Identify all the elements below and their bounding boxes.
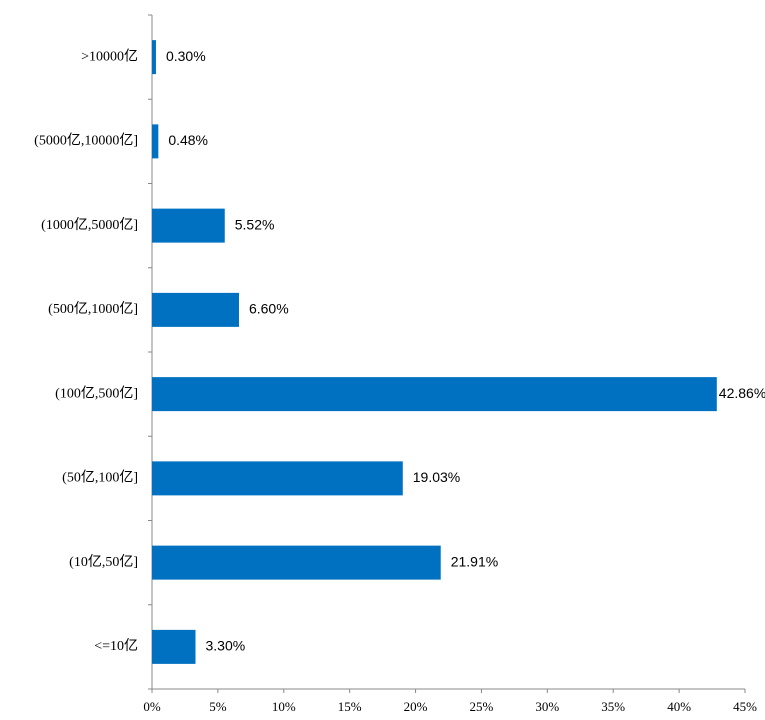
x-tick-label: 35% (601, 699, 625, 714)
x-tick-label: 0% (143, 699, 161, 714)
y-tick-label: (1000亿,5000亿] (41, 217, 138, 233)
y-tick-label: (50亿,100亿] (62, 470, 138, 486)
value-label: 3.30% (205, 638, 245, 654)
y-tick-label: (100亿,500亿] (55, 385, 138, 401)
bar (152, 629, 196, 664)
y-tick-label: (10亿,50亿] (69, 554, 138, 570)
x-tick-label: 15% (338, 699, 362, 714)
y-tick-label: >10000亿 (81, 48, 138, 64)
bar (152, 208, 225, 243)
bar (152, 124, 159, 159)
bar (152, 461, 403, 496)
value-label: 19.03% (413, 469, 460, 485)
y-tick-label: (500亿,1000亿] (48, 301, 138, 317)
value-label: 0.30% (166, 48, 206, 64)
value-label: 42.86% (719, 385, 765, 401)
x-tick-label: 5% (209, 699, 227, 714)
x-tick-label: 45% (733, 699, 757, 714)
bar (152, 377, 717, 412)
value-label: 5.52% (235, 216, 275, 232)
bar (152, 545, 441, 580)
bar (152, 292, 239, 327)
x-tick-label: 25% (470, 699, 494, 714)
x-tick-label: 10% (272, 699, 296, 714)
value-label: 21.91% (451, 553, 498, 569)
x-tick-label: 30% (535, 699, 559, 714)
x-tick-label: 40% (667, 699, 691, 714)
y-tick-label: (5000亿,10000亿] (34, 133, 138, 149)
x-tick-label: 20% (404, 699, 428, 714)
y-tick-label: <=10亿 (94, 638, 138, 654)
value-label: 0.48% (168, 132, 208, 148)
value-label: 6.60% (249, 301, 289, 317)
bar (152, 40, 156, 75)
